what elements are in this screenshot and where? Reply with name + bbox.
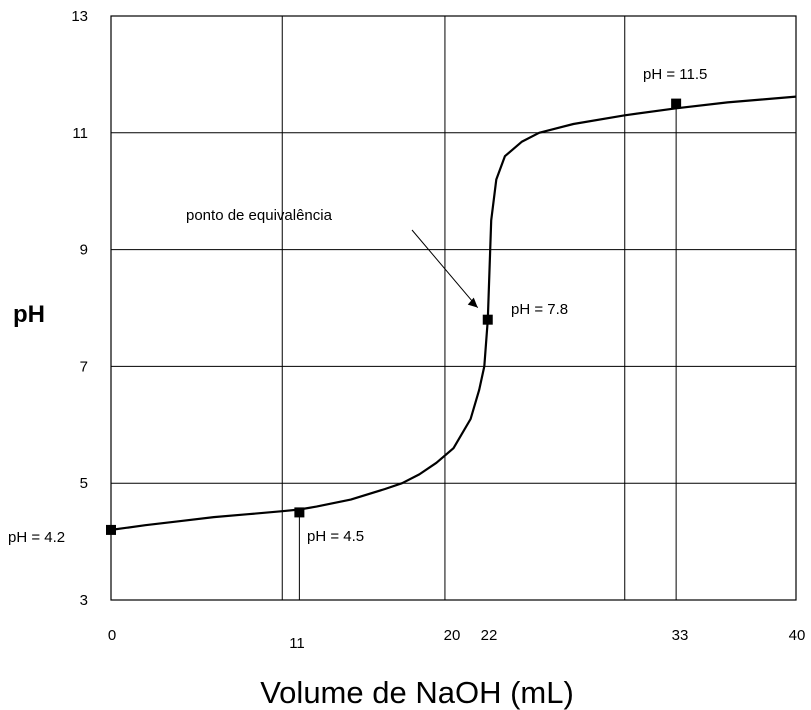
plot-frame xyxy=(111,16,796,600)
labels-group: 13 11 9 7 5 3 0 11 20 22 33 40 pH = 4.2 pH = 4.5 pH = … xyxy=(8,8,805,652)
point-label: pH = 4.2 xyxy=(8,529,65,546)
data-point-marker xyxy=(294,507,304,517)
titration-curve xyxy=(111,97,796,530)
y-tick-label: 9 xyxy=(80,242,88,259)
equivalence-annotation: ponto de equivalência xyxy=(186,207,333,224)
grid-lines xyxy=(111,16,796,600)
y-tick-label: 13 xyxy=(71,8,88,25)
series-group xyxy=(111,97,796,530)
data-point-marker xyxy=(671,99,681,109)
y-tick-label: 11 xyxy=(72,125,88,142)
y-tick-label: 5 xyxy=(80,475,88,492)
data-point-marker xyxy=(106,525,116,535)
x-tick-label: 0 xyxy=(108,627,116,644)
point-label: pH = 4.5 xyxy=(307,528,364,545)
point-label: pH = 11.5 xyxy=(643,66,707,83)
x-tick-label: 22 xyxy=(481,627,498,644)
y-tick-label: 3 xyxy=(80,592,88,609)
x-tick-label: 33 xyxy=(672,627,689,644)
data-point-marker xyxy=(483,315,493,325)
axes xyxy=(111,16,796,600)
point-label: pH = 7.8 xyxy=(511,301,568,318)
marked-points xyxy=(106,99,681,535)
x-tick-label: 40 xyxy=(789,627,806,644)
x-tick-label: 11 xyxy=(289,635,305,652)
annotation-arrow-head xyxy=(468,298,478,308)
x-tick-label: 20 xyxy=(444,627,461,644)
y-axis-label: pH xyxy=(13,301,45,328)
y-tick-label: 7 xyxy=(80,358,88,375)
x-axis-label: Volume de NaOH (mL) xyxy=(260,675,574,710)
